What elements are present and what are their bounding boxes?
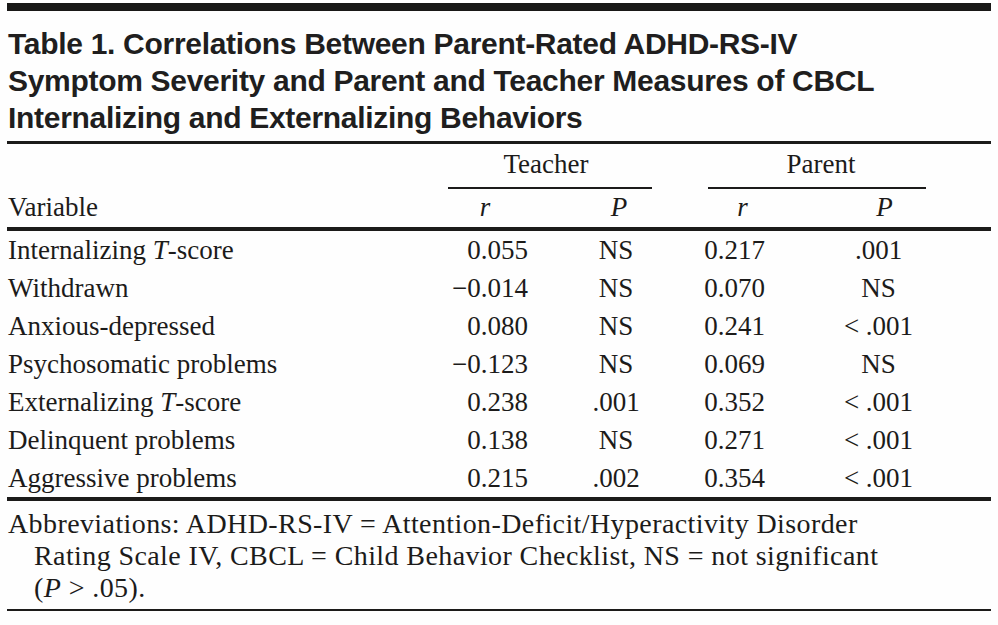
- table-header: Teacher Parent Variable r P r P: [8, 144, 990, 227]
- column-header-parent-p: P: [767, 189, 990, 227]
- parent-spanner-rule: [708, 187, 926, 189]
- table-row: Delinquent problems0.138NS0.271< .001: [8, 421, 990, 459]
- column-header-teacher-p: P: [530, 189, 652, 227]
- cell-parent-r: 0.070: [652, 269, 767, 307]
- cell-parent-r: 0.354: [652, 459, 767, 497]
- cell-teacher-p: .002: [530, 459, 652, 497]
- cell-teacher-r: 0.055: [440, 231, 530, 269]
- cell-variable: Anxious-depressed: [8, 307, 440, 345]
- cell-variable: Withdrawn: [8, 269, 440, 307]
- cell-parent-p: < .001: [767, 307, 990, 345]
- cell-teacher-p: NS: [530, 345, 652, 383]
- cell-parent-p: < .001: [767, 459, 990, 497]
- column-header-row: Variable r P r P: [8, 189, 990, 227]
- cell-teacher-p: NS: [530, 307, 652, 345]
- cell-teacher-r: 0.238: [440, 383, 530, 421]
- cell-teacher-r: 0.080: [440, 307, 530, 345]
- cell-variable: Internalizing T-score: [8, 231, 440, 269]
- body-bottom-rule: [7, 497, 991, 501]
- column-header-parent-r: r: [652, 189, 767, 227]
- cell-parent-p: < .001: [767, 383, 990, 421]
- cell-teacher-r: −0.123: [440, 345, 530, 383]
- cell-parent-r: 0.069: [652, 345, 767, 383]
- teacher-spanner-rule: [448, 187, 652, 189]
- cell-teacher-p: NS: [530, 421, 652, 459]
- cell-teacher-p: NS: [530, 269, 652, 307]
- header-spacer: [8, 144, 440, 189]
- cell-parent-r: 0.352: [652, 383, 767, 421]
- header-group-parent: Parent: [652, 144, 990, 189]
- table-figure: Table 1. Correlations Between Parent-Rat…: [0, 0, 998, 625]
- title-line-3: Internalizing and Externalizing Behavior…: [8, 99, 990, 136]
- bottom-rule: [7, 609, 991, 611]
- column-header-variable: Variable: [8, 189, 440, 227]
- footnote-line: Abbreviations: ADHD-RS-IV = Attention-De…: [8, 508, 990, 540]
- header-group-teacher-label: Teacher: [503, 149, 588, 179]
- cell-variable: Delinquent problems: [8, 421, 440, 459]
- table-row: Psychosomatic problems−0.123NS0.069NS: [8, 345, 990, 383]
- table-row: Aggressive problems0.215.0020.354< .001: [8, 459, 990, 497]
- title-line-1: Table 1. Correlations Between Parent-Rat…: [8, 25, 990, 62]
- header-group-row: Teacher Parent: [8, 144, 990, 189]
- table-row: Anxious-depressed0.080NS0.241< .001: [8, 307, 990, 345]
- cell-teacher-p: NS: [530, 231, 652, 269]
- cell-variable: Externalizing T-score: [8, 383, 440, 421]
- cell-parent-p: .001: [767, 231, 990, 269]
- cell-teacher-p: .001: [530, 383, 652, 421]
- cell-parent-p: NS: [767, 345, 990, 383]
- column-header-teacher-r: r: [440, 189, 530, 227]
- footnote-line: Rating Scale IV, CBCL = Child Behavior C…: [8, 540, 990, 572]
- cell-variable: Aggressive problems: [8, 459, 440, 497]
- table-row: Withdrawn−0.014NS0.070NS: [8, 269, 990, 307]
- top-bar: [7, 3, 991, 11]
- cell-variable: Psychosomatic problems: [8, 345, 440, 383]
- table-row: Externalizing T-score0.238.0010.352< .00…: [8, 383, 990, 421]
- title-line-2: Symptom Severity and Parent and Teacher …: [8, 62, 990, 99]
- cell-parent-r: 0.217: [652, 231, 767, 269]
- cell-teacher-r: −0.014: [440, 269, 530, 307]
- cell-teacher-r: 0.138: [440, 421, 530, 459]
- footnote: Abbreviations: ADHD-RS-IV = Attention-De…: [8, 508, 990, 604]
- cell-teacher-r: 0.215: [440, 459, 530, 497]
- table-row: Internalizing T-score0.055NS0.217.001: [8, 231, 990, 269]
- table-title: Table 1. Correlations Between Parent-Rat…: [8, 25, 990, 136]
- cell-parent-r: 0.241: [652, 307, 767, 345]
- cell-parent-r: 0.271: [652, 421, 767, 459]
- header-group-parent-label: Parent: [787, 149, 856, 179]
- footnote-line: (P > .05).: [8, 572, 990, 604]
- cell-parent-p: NS: [767, 269, 990, 307]
- table-body: Internalizing T-score0.055NS0.217.001Wit…: [8, 231, 990, 497]
- header-group-teacher: Teacher: [440, 144, 652, 189]
- cell-parent-p: < .001: [767, 421, 990, 459]
